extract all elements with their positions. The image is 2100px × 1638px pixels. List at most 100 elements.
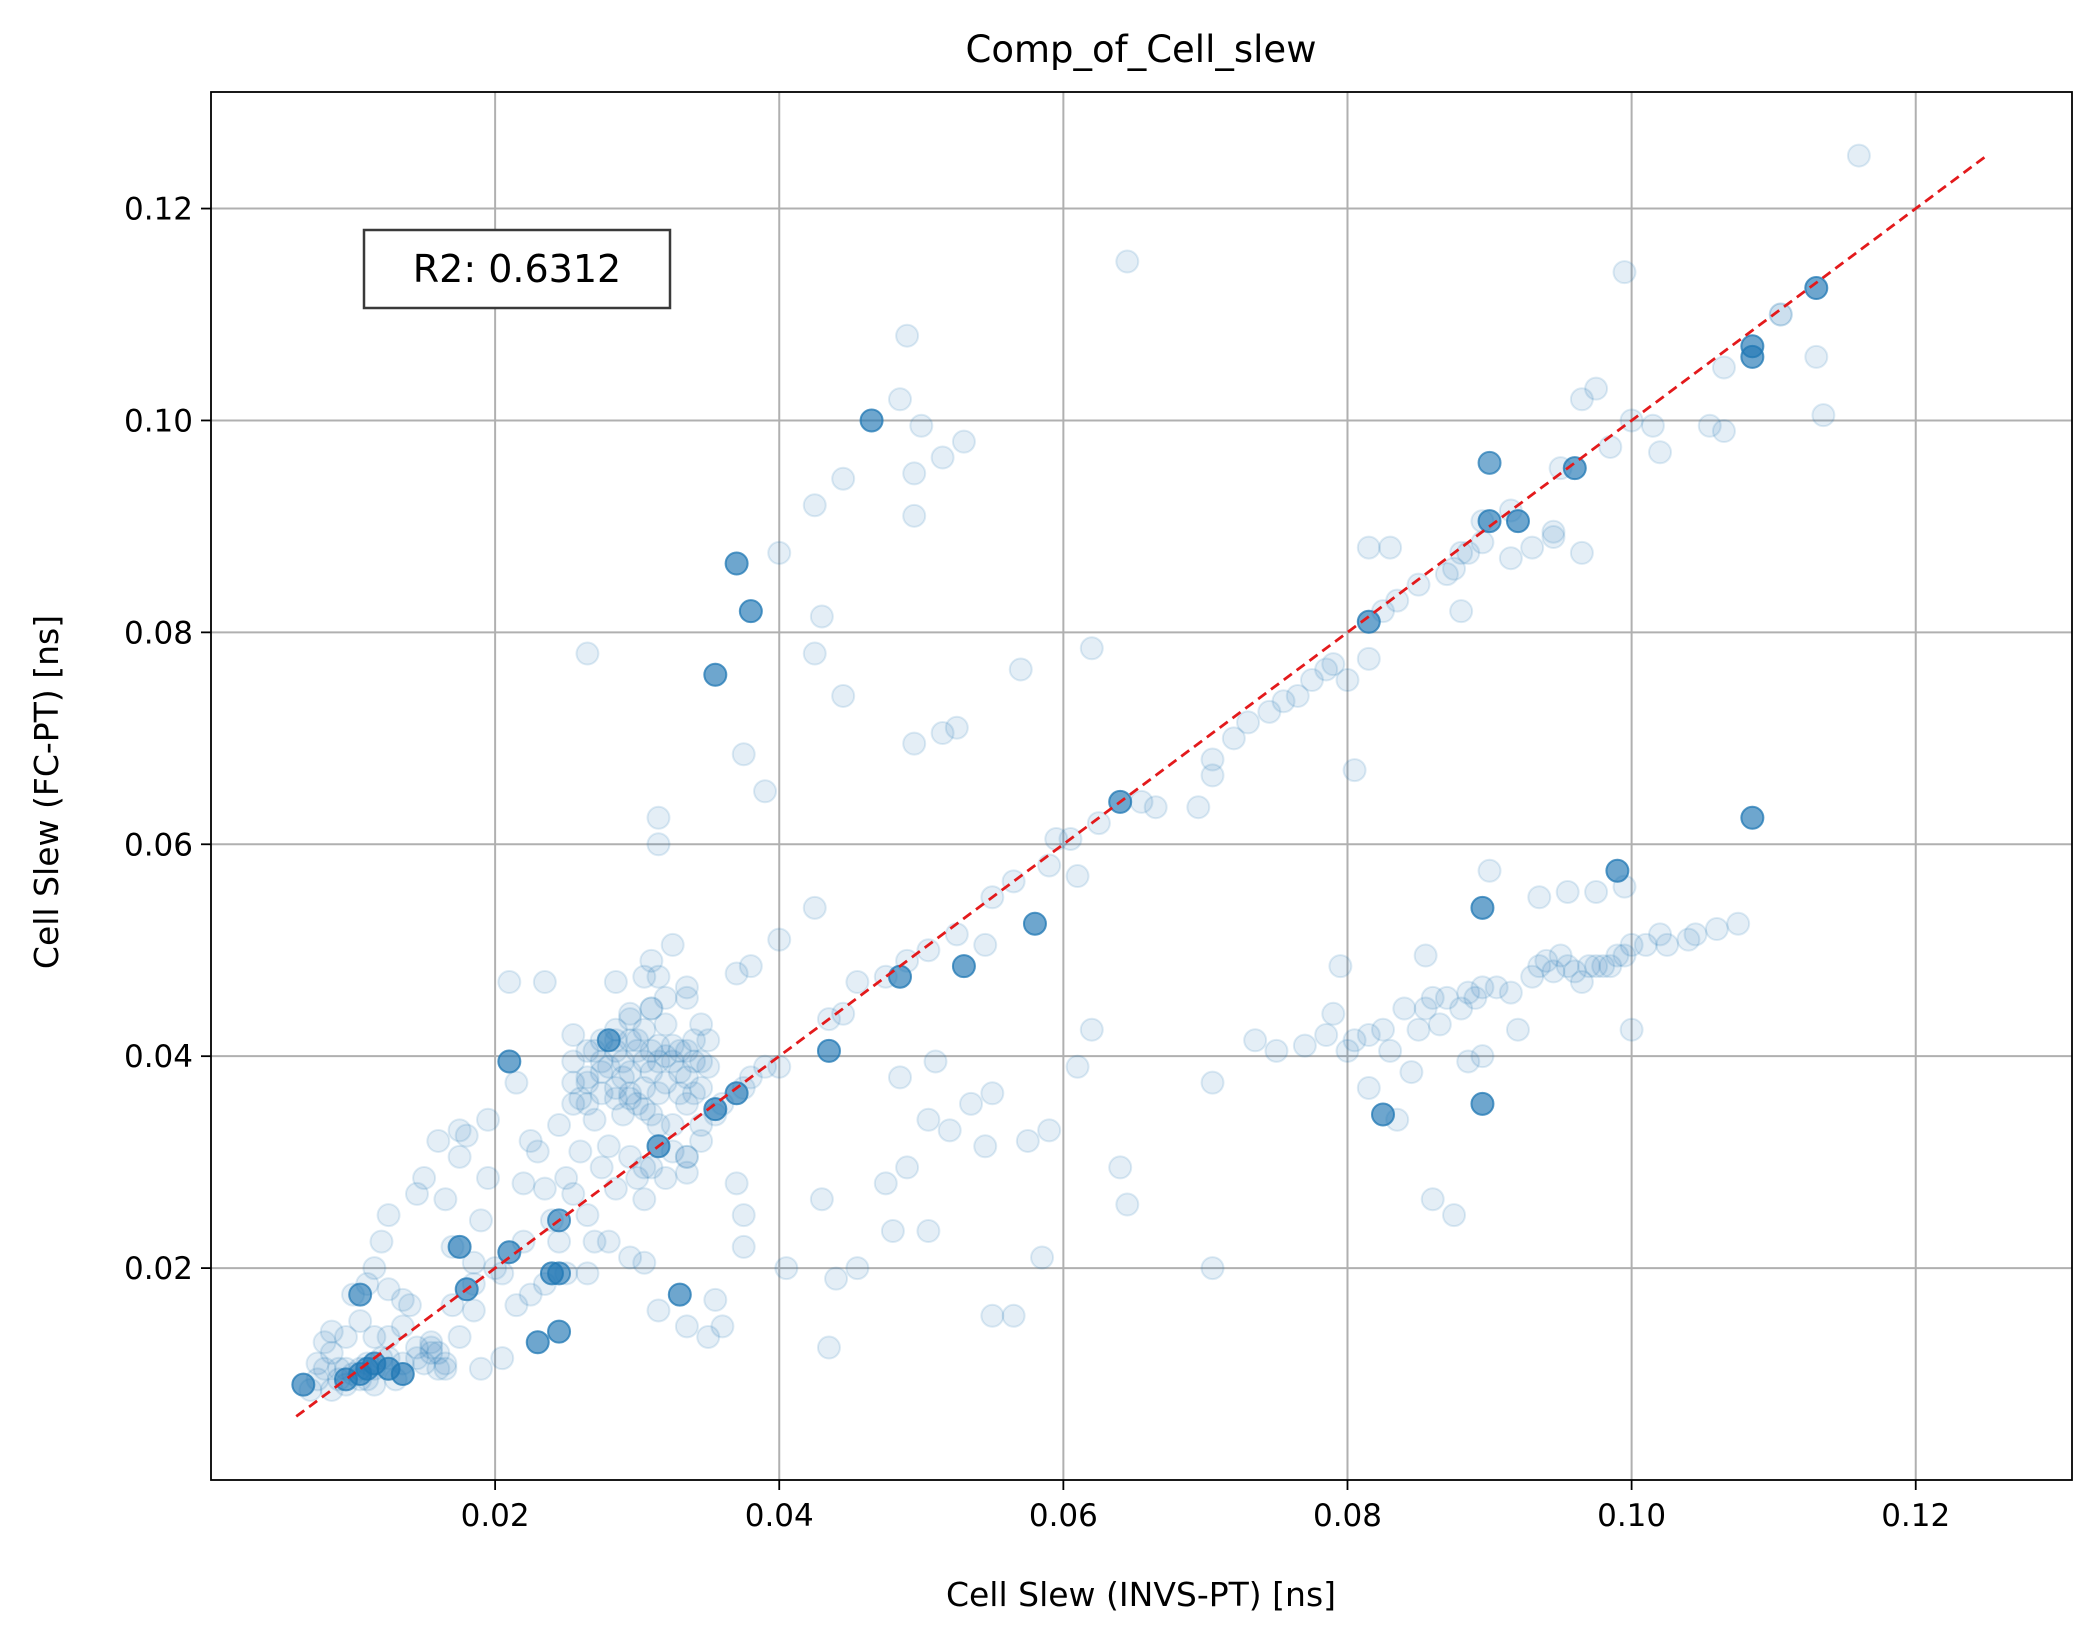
data-point [674,1314,699,1339]
data-point [618,1086,643,1111]
data-point [731,1234,756,1259]
data-point [944,715,969,740]
data-point [1520,964,1545,989]
data-point [639,1060,664,1085]
data-point [447,1144,472,1169]
data-point [1470,1044,1495,1069]
data-point [433,1187,458,1212]
data-point [447,1118,472,1143]
data-point [646,1049,671,1074]
data-point [703,1287,728,1312]
data-point [1619,1017,1644,1042]
data-point [1406,1017,1431,1042]
data-point [1378,1038,1403,1063]
data-point [667,1081,692,1106]
data-point [845,970,870,995]
data-point [1236,710,1261,735]
data-point [1527,885,1552,910]
data-point [1314,657,1339,682]
data-point [404,1181,429,1206]
data-point [518,1128,543,1153]
data-point [468,1208,493,1233]
data-point [696,1324,721,1349]
data-point [497,970,522,995]
data-point [639,996,664,1021]
data-point [674,1065,699,1090]
data-point [1037,1118,1062,1143]
data-point [1569,970,1594,995]
data-point [973,932,998,957]
data-point [390,1362,415,1387]
x-tick-label: 0.10 [1597,1498,1666,1534]
data-point [1257,699,1282,724]
data-point [504,1293,529,1318]
data-point [902,461,927,486]
data-point [1655,932,1680,957]
data-point [980,1303,1005,1328]
data-point [1605,943,1630,968]
data-point [646,1298,671,1323]
x-axis-ticks: 0.02 0.04 0.06 0.08 0.10 0.12 [461,1480,1950,1534]
data-point [568,1139,593,1164]
data-point [639,1038,664,1063]
data-point [767,540,792,565]
data-point [880,1219,905,1244]
data-point [582,1229,607,1254]
data-point [561,1181,586,1206]
data-point [1648,922,1673,947]
data-point [724,961,749,986]
data-point [348,1309,373,1334]
data-point [291,1372,316,1397]
data-point [1676,927,1701,952]
data-point [1001,869,1026,894]
data-point [1335,668,1360,693]
data-point [923,1049,948,1074]
data-point [653,1166,678,1191]
data-point [696,1028,721,1053]
data-point [1584,879,1609,904]
data-point [944,922,969,947]
data-point [369,1229,394,1254]
data-point [1484,975,1509,1000]
data-point [618,1081,643,1106]
data-point [660,1049,685,1074]
data-point [1541,519,1566,544]
data-point [1243,1028,1268,1053]
data-point [412,1166,437,1191]
y-tick-label: 0.02 [124,1251,193,1287]
data-point [1342,1028,1367,1053]
data-point [1221,726,1246,751]
data-point [1399,1060,1424,1085]
data-point [319,1319,344,1344]
data-point [589,1081,614,1106]
data-point [625,1028,650,1053]
data-point [1470,1091,1495,1116]
data-point [816,1038,841,1063]
data-point [902,503,927,528]
x-tick-label: 0.12 [1881,1498,1950,1534]
data-point [404,1335,429,1360]
data-point [582,1107,607,1132]
data-point [703,662,728,687]
data-point [674,1038,699,1063]
data-point [1711,419,1736,444]
data-point [753,779,778,804]
data-point [1186,795,1211,820]
y-axis-label: Cell Slew (FC-PT) [ns] [27,615,66,969]
data-point [575,641,600,666]
data-point [561,1091,586,1116]
data-point [1427,1012,1452,1037]
data-point [525,1139,550,1164]
data-point [589,1060,614,1085]
data-point [1711,355,1736,380]
data-point [674,975,699,1000]
data-point [660,932,685,957]
data-point [1470,975,1495,1000]
data-point [390,1287,415,1312]
data-point [1555,954,1580,979]
data-point [603,970,628,995]
data-point [1456,980,1481,1005]
data-point [731,1203,756,1228]
data-point [930,445,955,470]
data-point [1356,1022,1381,1047]
